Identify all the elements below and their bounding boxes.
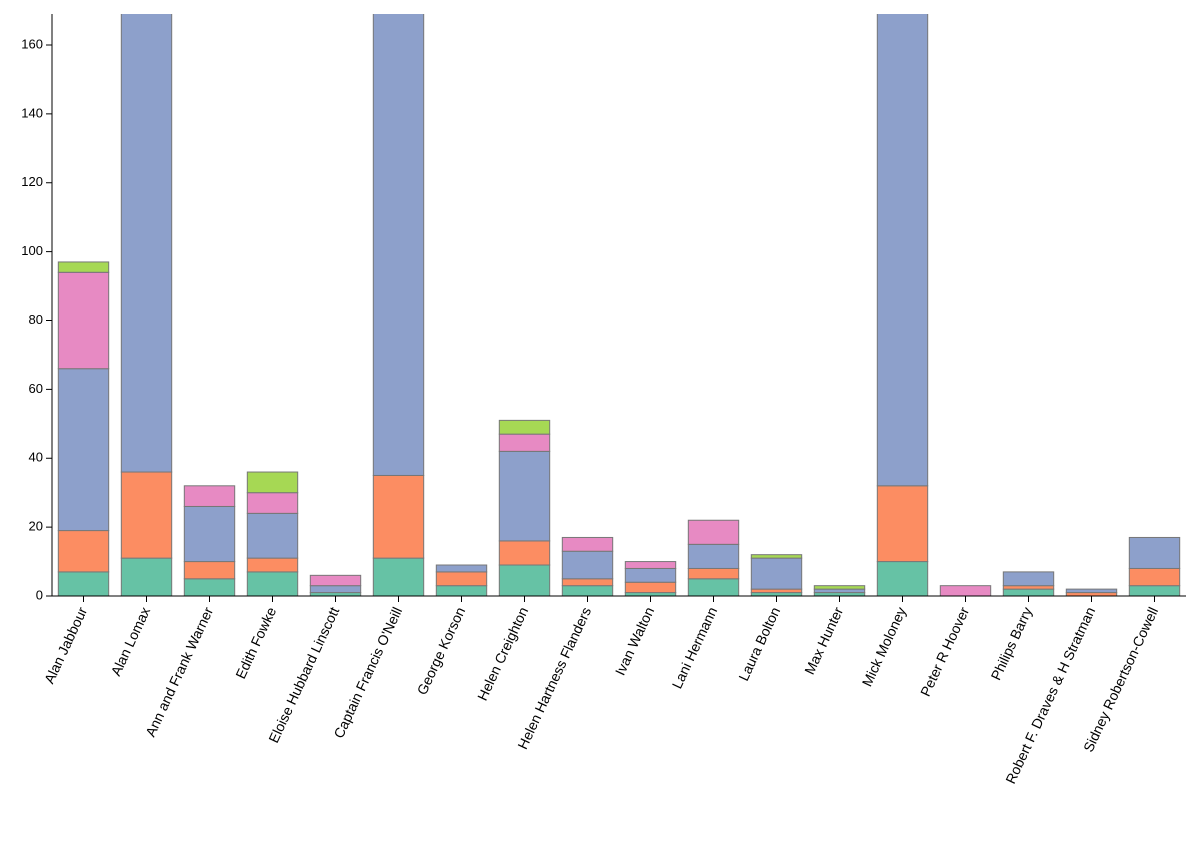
bar-segment xyxy=(1128,585,1181,597)
bar-segment xyxy=(813,588,866,594)
x-tick-label: Eloise Hubbard Linscott xyxy=(265,604,342,745)
y-tick-label: 160 xyxy=(21,36,43,51)
x-tick-label: George Korson xyxy=(414,605,469,698)
bar-segment xyxy=(246,471,299,494)
x-tick-label: Ivan Walton xyxy=(612,605,658,678)
bar-segment xyxy=(183,505,236,563)
bar-segment xyxy=(750,592,803,597)
x-tick-label: Helen Hartness Flanders xyxy=(514,605,594,752)
y-tick-label: 100 xyxy=(21,243,43,258)
bar-segment xyxy=(57,261,110,273)
y-tick-label: 0 xyxy=(36,587,43,602)
bar-segment xyxy=(624,561,677,569)
bar-segment xyxy=(309,592,362,597)
x-tick-label: Philips Barry xyxy=(988,605,1036,683)
bar-segment xyxy=(687,543,740,569)
bar-segment xyxy=(57,571,110,597)
x-tick-label: Helen Creighton xyxy=(474,605,531,703)
bar-segment xyxy=(687,578,740,597)
bar-segment xyxy=(750,554,803,559)
bar-segment xyxy=(813,592,866,597)
y-tick-label: 80 xyxy=(29,312,43,327)
y-tick-label: 140 xyxy=(21,105,43,120)
bar-segment xyxy=(435,564,488,573)
bar-segment xyxy=(876,485,929,563)
bar-segment xyxy=(939,585,992,597)
y-tick-label: 40 xyxy=(29,450,43,465)
bar-segment xyxy=(57,271,110,370)
bar-segment xyxy=(813,585,866,590)
x-tick-label: Edith Fowke xyxy=(232,604,279,681)
bar-segment xyxy=(435,585,488,597)
bar-segment xyxy=(1128,536,1181,569)
bar-segment xyxy=(750,557,803,590)
bar-segment xyxy=(498,450,551,542)
y-tick-label: 60 xyxy=(29,381,43,396)
bar-segment xyxy=(372,474,425,559)
bar-segment xyxy=(435,571,488,587)
bar-segment xyxy=(372,14,425,476)
bar-segment xyxy=(183,578,236,597)
bar-segment xyxy=(1065,588,1118,594)
bar-segment xyxy=(624,592,677,597)
bar-segment xyxy=(561,536,614,552)
bar-segment xyxy=(876,14,929,487)
x-tick-label: Sidney Robertson-Cowell xyxy=(1080,605,1161,755)
bar-segment xyxy=(624,581,677,594)
y-tick-label: 20 xyxy=(29,519,43,534)
bar-segment xyxy=(246,492,299,514)
bar-segment xyxy=(750,588,803,594)
bar-segment xyxy=(687,567,740,580)
y-tick-label: 120 xyxy=(21,174,43,189)
bar-segment xyxy=(624,567,677,583)
x-tick-label: Ann and Frank Warner xyxy=(142,604,216,739)
bar-segment xyxy=(498,540,551,566)
bar-segment xyxy=(246,571,299,597)
x-tick-label: Laura Bolton xyxy=(735,605,783,684)
bar-segment xyxy=(561,550,614,580)
bar-segment xyxy=(183,485,236,507)
bar-segment xyxy=(561,585,614,597)
bar-segment xyxy=(1065,592,1118,597)
bar-segment xyxy=(561,578,614,587)
x-tick-label: Captain Francis O'Neill xyxy=(330,605,405,741)
bar-segment xyxy=(1002,571,1055,587)
bar-segment xyxy=(57,530,110,573)
bars xyxy=(57,14,1181,597)
bar-segment xyxy=(120,14,173,473)
bar-segment xyxy=(246,557,299,573)
x-tick-label: Mick Moloney xyxy=(859,605,910,689)
bar-segment xyxy=(1128,567,1181,587)
bar-segment xyxy=(498,564,551,597)
x-tick-label: Alan Lomax xyxy=(107,605,153,679)
bar-segment xyxy=(183,561,236,580)
bar-segment xyxy=(120,471,173,559)
x-tick-label: Lani Hermann xyxy=(669,605,721,691)
x-tick-label: Peter R Hoover xyxy=(917,604,972,699)
bar-segment xyxy=(876,561,929,597)
bar-segment xyxy=(57,368,110,532)
bar-segment xyxy=(498,419,551,435)
bar-segment xyxy=(246,512,299,559)
bar-segment xyxy=(1002,588,1055,597)
bar-segment xyxy=(309,585,362,594)
bar-segment xyxy=(498,433,551,452)
x-tick-label: Alan Jabbour xyxy=(41,604,91,686)
bar-segment xyxy=(687,519,740,545)
bar-segment xyxy=(1002,585,1055,590)
bar-segment xyxy=(120,557,173,597)
x-tick-label: Max Hunter xyxy=(801,604,846,677)
bar-segment xyxy=(372,557,425,597)
bar-segment xyxy=(309,574,362,587)
